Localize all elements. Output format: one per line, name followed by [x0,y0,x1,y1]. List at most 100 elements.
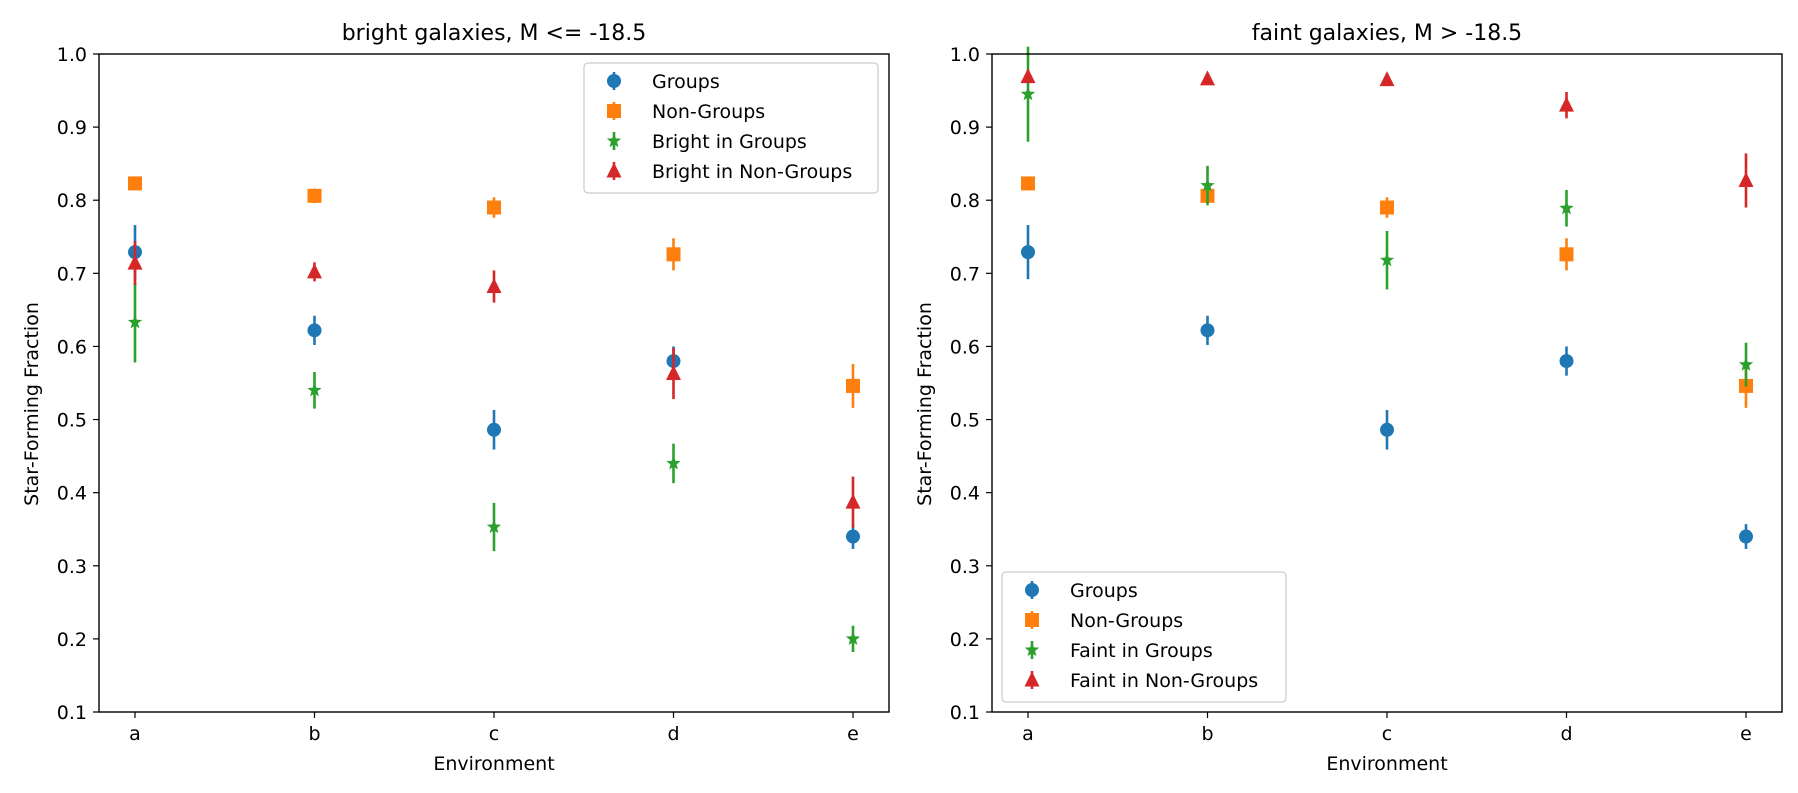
data-point [1739,529,1753,544]
x-tick-label: a [129,723,141,745]
y-tick-label: 0.9 [57,117,87,139]
x-axis-label: Environment [1326,753,1447,775]
y-tick-label: 0.7 [950,263,980,285]
chart-title: faint galaxies, M > -18.5 [1252,21,1522,46]
data-point [1379,252,1395,267]
data-point [307,382,322,397]
data-point [1021,176,1035,191]
data-point [1020,86,1036,101]
y-tick-label: 0.4 [950,483,980,505]
data-point [1738,171,1754,187]
legend-marker [607,74,621,88]
data-point [845,493,861,509]
y-tick-label: 0.5 [57,410,87,432]
y-tick-label: 0.1 [950,702,980,724]
y-tick-label: 0.2 [950,629,980,651]
series-bright-in-non-groups [127,241,861,528]
data-point [666,247,681,262]
x-tick-label: e [847,723,859,745]
series-bright-in-groups [127,282,861,653]
data-point [1200,323,1215,338]
y-tick-label: 0.9 [950,117,980,139]
x-tick-label: d [1560,723,1572,745]
legend-marker [1024,642,1040,657]
y-tick-label: 1.0 [57,44,87,66]
faint-galaxies-panel: faint galaxies, M > -18.5 Environment St… [914,21,1783,775]
y-tick-label: 0.7 [57,263,87,285]
legend-label: Bright in Non-Groups [652,161,852,183]
ticks: 0.1 0.2 0.3 0.4 0.5 0.6 0.7 0.8 0.9 1.0 a b c d e [57,44,859,745]
legend-label: Bright in Groups [652,131,807,153]
series-non-groups [1021,176,1753,408]
legend-marker [606,133,622,148]
legend-label: Faint in Non-Groups [1070,670,1258,692]
x-tick-label: b [308,723,320,745]
plot-area-frame [991,53,1783,713]
y-tick-label: 0.6 [57,336,87,358]
data-point [846,529,860,544]
data-point [307,263,322,279]
data-point [666,364,681,380]
legend-box [1001,571,1287,703]
data-point [1200,70,1215,86]
data-point [1380,200,1394,215]
legend-label: Faint in Groups [1070,640,1213,662]
x-tick-label: d [667,723,679,745]
legend-label: Non-Groups [1070,610,1183,632]
data-point [487,200,501,215]
data-point [486,519,502,534]
data-point [307,188,322,203]
legend-marker [1025,583,1039,597]
legend-label: Groups [1070,580,1138,602]
data-point [1559,96,1574,112]
data-marks [127,176,861,653]
data-point [1559,200,1574,215]
legend-label: Groups [652,71,720,93]
legend-marker [1024,671,1040,687]
data-point [127,254,143,270]
y-tick-label: 0.8 [950,190,980,212]
legend-marker [1025,613,1039,627]
data-point [1559,247,1574,262]
legend-box [583,62,879,194]
data-point [846,378,860,393]
data-point [307,323,322,338]
legend: Groups Non-Groups Bright in Groups Bright i… [583,62,879,194]
y-tick-label: 0.5 [950,410,980,432]
x-tick-label: a [1022,723,1034,745]
legend-marker [607,104,621,118]
x-tick-label: b [1201,723,1213,745]
chart-title: bright galaxies, M <= -18.5 [342,21,647,46]
y-tick-label: 0.6 [950,336,980,358]
x-tick-label: c [489,723,499,745]
data-point [666,455,681,470]
data-point [1380,422,1394,437]
x-axis-label: Environment [433,753,554,775]
bright-galaxies-panel: bright galaxies, M <= -18.5 Environment … [21,21,890,775]
data-point [487,422,501,437]
data-point [1559,354,1574,369]
y-tick-label: 0.3 [57,556,87,578]
ticks: 0.1 0.2 0.3 0.4 0.5 0.6 0.7 0.8 0.9 1.0 a b c d e [950,44,1752,745]
series-groups [1021,225,1753,549]
x-tick-label: e [1740,723,1752,745]
series-faint-in-non-groups [1020,68,1754,208]
data-point [128,176,142,191]
x-tick-label: c [1382,723,1392,745]
legend-label: Non-Groups [652,101,765,123]
y-axis-label: Star-Forming Fraction [914,302,936,506]
data-point [845,631,861,645]
legend: Groups Non-Groups Faint in Groups Faint in … [1001,571,1287,703]
y-tick-label: 0.1 [57,702,87,724]
data-point [486,277,502,293]
y-tick-label: 0.8 [57,190,87,212]
data-point [1021,245,1035,260]
y-tick-label: 1.0 [950,44,980,66]
series-faint-in-groups [1020,46,1754,387]
data-point [1738,357,1754,371]
data-point [1020,68,1036,84]
y-axis-label: Star-Forming Fraction [21,302,43,506]
plot-area-frame [98,53,890,713]
y-tick-label: 0.2 [57,629,87,651]
y-tick-label: 0.3 [950,556,980,578]
